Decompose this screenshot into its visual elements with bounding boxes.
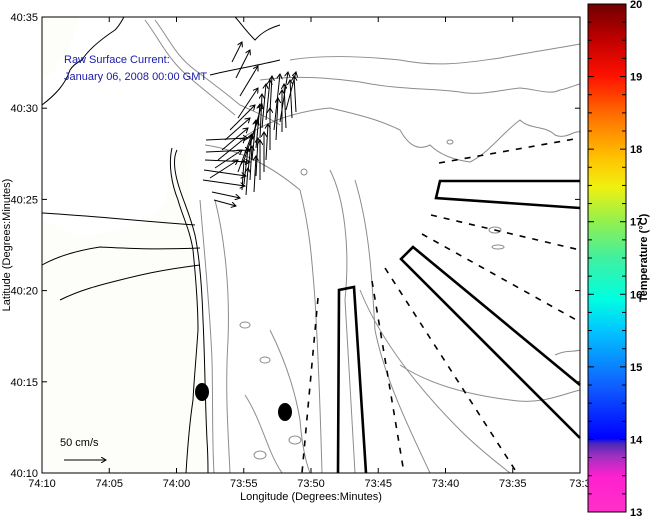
current-vector xyxy=(202,179,245,186)
x-tick-label: 73:50 xyxy=(297,478,325,490)
bathymetry-contours xyxy=(144,19,581,474)
current-vector xyxy=(243,148,248,185)
colorbar-ticks: 20 19 18 17 16 15 14 13 xyxy=(588,0,643,518)
current-vector xyxy=(229,105,255,131)
current-vector xyxy=(205,138,248,140)
southeast-box xyxy=(399,245,581,439)
land-area-west xyxy=(42,148,210,473)
current-vector xyxy=(246,168,248,196)
sampling-boxes xyxy=(336,179,581,474)
current-vector xyxy=(279,72,288,123)
y-tick-label: 40:15 xyxy=(10,377,38,389)
current-vector xyxy=(266,124,268,161)
x-tick-label: 73:55 xyxy=(230,478,258,490)
current-vector xyxy=(294,76,296,113)
current-vector xyxy=(285,72,296,111)
current-vector xyxy=(205,150,250,152)
current-vector xyxy=(273,74,280,131)
surface-current-vectors xyxy=(202,42,296,206)
x-tick-label: 74:05 xyxy=(95,478,123,490)
current-vector xyxy=(213,199,236,206)
x-tick-label: 73:40 xyxy=(432,478,460,490)
colorbar-tick-label: 16 xyxy=(630,289,642,301)
current-vector xyxy=(260,94,262,139)
y-tick-label: 40:20 xyxy=(10,286,38,298)
x-tick-label: 74:10 xyxy=(28,478,56,490)
y-tick-label: 40:30 xyxy=(10,103,38,115)
current-vector xyxy=(284,84,286,129)
current-vector xyxy=(214,150,242,169)
current-vector xyxy=(217,138,245,161)
current-annotation-title: Raw Surface Current: xyxy=(64,54,170,66)
station-marker-2 xyxy=(278,403,292,421)
station-marker-1 xyxy=(195,383,209,401)
colorbar-tick-label: 13 xyxy=(630,507,642,518)
current-vector xyxy=(211,191,240,198)
scale-vector-label: 50 cm/s xyxy=(60,437,99,449)
coastline xyxy=(41,16,281,474)
colorbar-tick-label: 20 xyxy=(630,0,642,11)
colorbar-tick-label: 14 xyxy=(630,434,643,446)
current-vector xyxy=(242,160,244,191)
current-vector xyxy=(203,169,246,176)
x-tick-label: 73:45 xyxy=(364,478,392,490)
current-vector xyxy=(231,42,242,63)
east-box xyxy=(434,179,581,210)
current-vector xyxy=(270,76,272,113)
colorbar-tick-label: 18 xyxy=(630,144,642,156)
current-vector xyxy=(261,84,266,129)
x-tick-label: 73:3 xyxy=(569,478,590,490)
y-tick-label: 40:35 xyxy=(10,12,38,24)
guide-lines xyxy=(301,137,581,474)
current-vector xyxy=(265,80,270,121)
colorbar-tick-label: 17 xyxy=(630,217,642,229)
south-box xyxy=(336,285,368,474)
colorbar-label: Temperature (°C) xyxy=(638,213,650,302)
current-vector xyxy=(290,80,292,119)
colorbar-tick-label: 19 xyxy=(630,72,642,84)
current-vector xyxy=(237,88,258,119)
y-axis: 40:35 40:30 40:25 40:20 40:15 40:10 xyxy=(10,12,580,480)
current-vector xyxy=(250,146,252,181)
current-vector xyxy=(239,66,258,97)
x-tick-label: 73:35 xyxy=(499,478,527,490)
y-axis-label: Latitude (Degrees:Minutes) xyxy=(1,179,13,312)
land-area-north xyxy=(42,17,80,252)
current-vector xyxy=(209,160,238,179)
x-axis: 74:10 74:05 74:00 73:55 73:50 73:45 73:40 73:35… xyxy=(28,17,591,490)
x-axis-label: Longitude (Degrees:Minutes) xyxy=(240,491,382,503)
y-tick-label: 40:10 xyxy=(10,468,38,480)
current-vector xyxy=(276,98,278,141)
current-vector xyxy=(237,134,252,173)
current-vector xyxy=(235,50,250,79)
current-annotation-time: January 06, 2008 00:00 GMT xyxy=(64,71,207,83)
x-tick-label: 74:00 xyxy=(163,478,191,490)
colorbar-tick-label: 15 xyxy=(630,362,642,374)
current-vector xyxy=(254,156,256,193)
current-vector xyxy=(243,120,258,161)
colorbar xyxy=(587,3,627,513)
y-tick-label: 40:25 xyxy=(10,194,38,206)
current-vector xyxy=(224,118,250,141)
